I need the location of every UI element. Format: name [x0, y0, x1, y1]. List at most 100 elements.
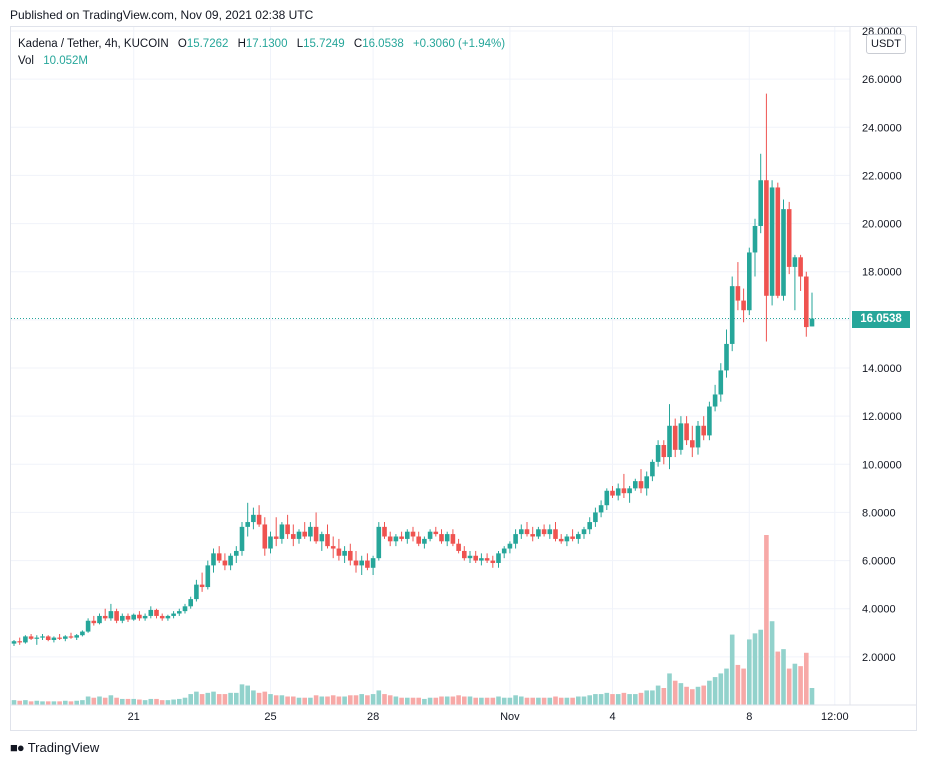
volume-bar [667, 673, 672, 705]
volume-bar [330, 695, 336, 705]
volume-bars [11, 535, 815, 705]
candle-body [239, 526, 245, 551]
candle-body [120, 615, 125, 621]
candle-body [422, 538, 427, 544]
ohlc-row: Kadena / Tether, 4h, KUCOIN O15.7262 H17… [18, 36, 505, 53]
candle-body [387, 536, 393, 542]
volume-bar [473, 697, 478, 705]
volume-bar [114, 697, 119, 705]
volume-bar [553, 696, 558, 705]
candle-body [695, 425, 701, 448]
candle-body [775, 187, 781, 296]
candle-body [804, 276, 809, 328]
volume-bar [809, 688, 815, 705]
volume-bar [125, 698, 131, 705]
time-tick-label: Nov [500, 711, 520, 723]
volume-bar [741, 668, 746, 705]
candle-body [313, 526, 319, 542]
candle-body [610, 490, 615, 496]
candle-body [690, 440, 695, 448]
volume-bar [102, 697, 108, 705]
volume-bar [308, 697, 313, 705]
volume-bar [701, 685, 706, 705]
volume-bar [496, 696, 501, 705]
volume-label[interactable]: Vol [18, 55, 34, 67]
volume-bar [638, 692, 644, 705]
price-tick-label: 24.0000 [862, 122, 902, 134]
candle-body [439, 534, 444, 542]
candle-body [798, 257, 803, 277]
price-axis: 2.0000 4.0000 6.0000 8.0000 10.0000 12.0000 14… [862, 26, 902, 664]
candle-body [279, 524, 285, 539]
candle-body [621, 488, 627, 494]
high-label: H [237, 38, 246, 50]
candle-body [291, 534, 296, 539]
volume-bar [222, 694, 228, 705]
candle-body [769, 187, 775, 296]
candle-body [365, 560, 370, 568]
volume-bar [735, 664, 741, 705]
volume-bar [792, 663, 798, 705]
candle-body [701, 425, 706, 436]
candle-body [547, 529, 553, 535]
candle-body [102, 615, 108, 619]
volume-bar [80, 700, 85, 705]
candle-body [735, 286, 741, 301]
volume-bar [291, 696, 296, 705]
volume-bar [296, 697, 302, 705]
candle-body [484, 558, 490, 561]
candle-body [724, 343, 729, 371]
candle-body [593, 512, 598, 523]
price-tick-label: 2.0000 [862, 652, 896, 664]
candle-body [273, 536, 279, 539]
candle-body [627, 488, 632, 494]
volume-bar [439, 696, 444, 705]
volume-bar [479, 697, 484, 705]
volume-bar [627, 694, 632, 705]
candle-body [524, 529, 530, 535]
candle-body [125, 615, 131, 620]
volume-bar [747, 639, 752, 705]
candle-body [74, 635, 79, 638]
candle-body [587, 522, 592, 530]
candle-body [80, 631, 85, 636]
candle-body [399, 536, 404, 539]
symbol-label[interactable]: Kadena / Tether, 4h, KUCOIN [18, 38, 169, 50]
candle-body [359, 560, 364, 566]
volume-bar [786, 668, 792, 705]
candle-body [85, 620, 91, 632]
volume-bar [108, 695, 114, 705]
candle-body [97, 615, 102, 624]
volume-bar [484, 697, 490, 705]
close-label: C [353, 38, 363, 50]
candle-body [131, 614, 136, 620]
volume-bar [399, 697, 404, 705]
volume-bar [467, 696, 473, 705]
tradingview-logo[interactable]: ■● TradingView [10, 740, 99, 755]
volume-bar [165, 700, 171, 705]
published-caption: Published on TradingView.com, Nov 09, 20… [10, 8, 314, 22]
price-tick-label: 20.0000 [862, 219, 902, 231]
candle-body [68, 636, 74, 638]
volume-bar [558, 697, 564, 705]
volume-bar [359, 694, 364, 705]
volume-bar [279, 695, 285, 705]
volume-bar [91, 697, 97, 705]
time-axis: 21 25 28 Nov 4 8 12:00 [128, 711, 849, 723]
candle-body [137, 614, 142, 619]
candle-body [433, 531, 439, 535]
candle-body [40, 636, 45, 638]
volume-bar [23, 700, 28, 705]
candle-body [28, 636, 34, 639]
currency-unit-button[interactable]: USDT [866, 34, 906, 54]
volume-bar [707, 680, 712, 705]
volume-bar [268, 694, 273, 705]
candle-body [786, 209, 792, 267]
volume-bar [154, 698, 159, 705]
candle-body [581, 529, 587, 535]
price-tick-label: 12.0000 [862, 411, 902, 423]
volume-bar [97, 696, 102, 705]
volume-bar [501, 697, 507, 705]
low-value: 15.7249 [303, 38, 345, 50]
